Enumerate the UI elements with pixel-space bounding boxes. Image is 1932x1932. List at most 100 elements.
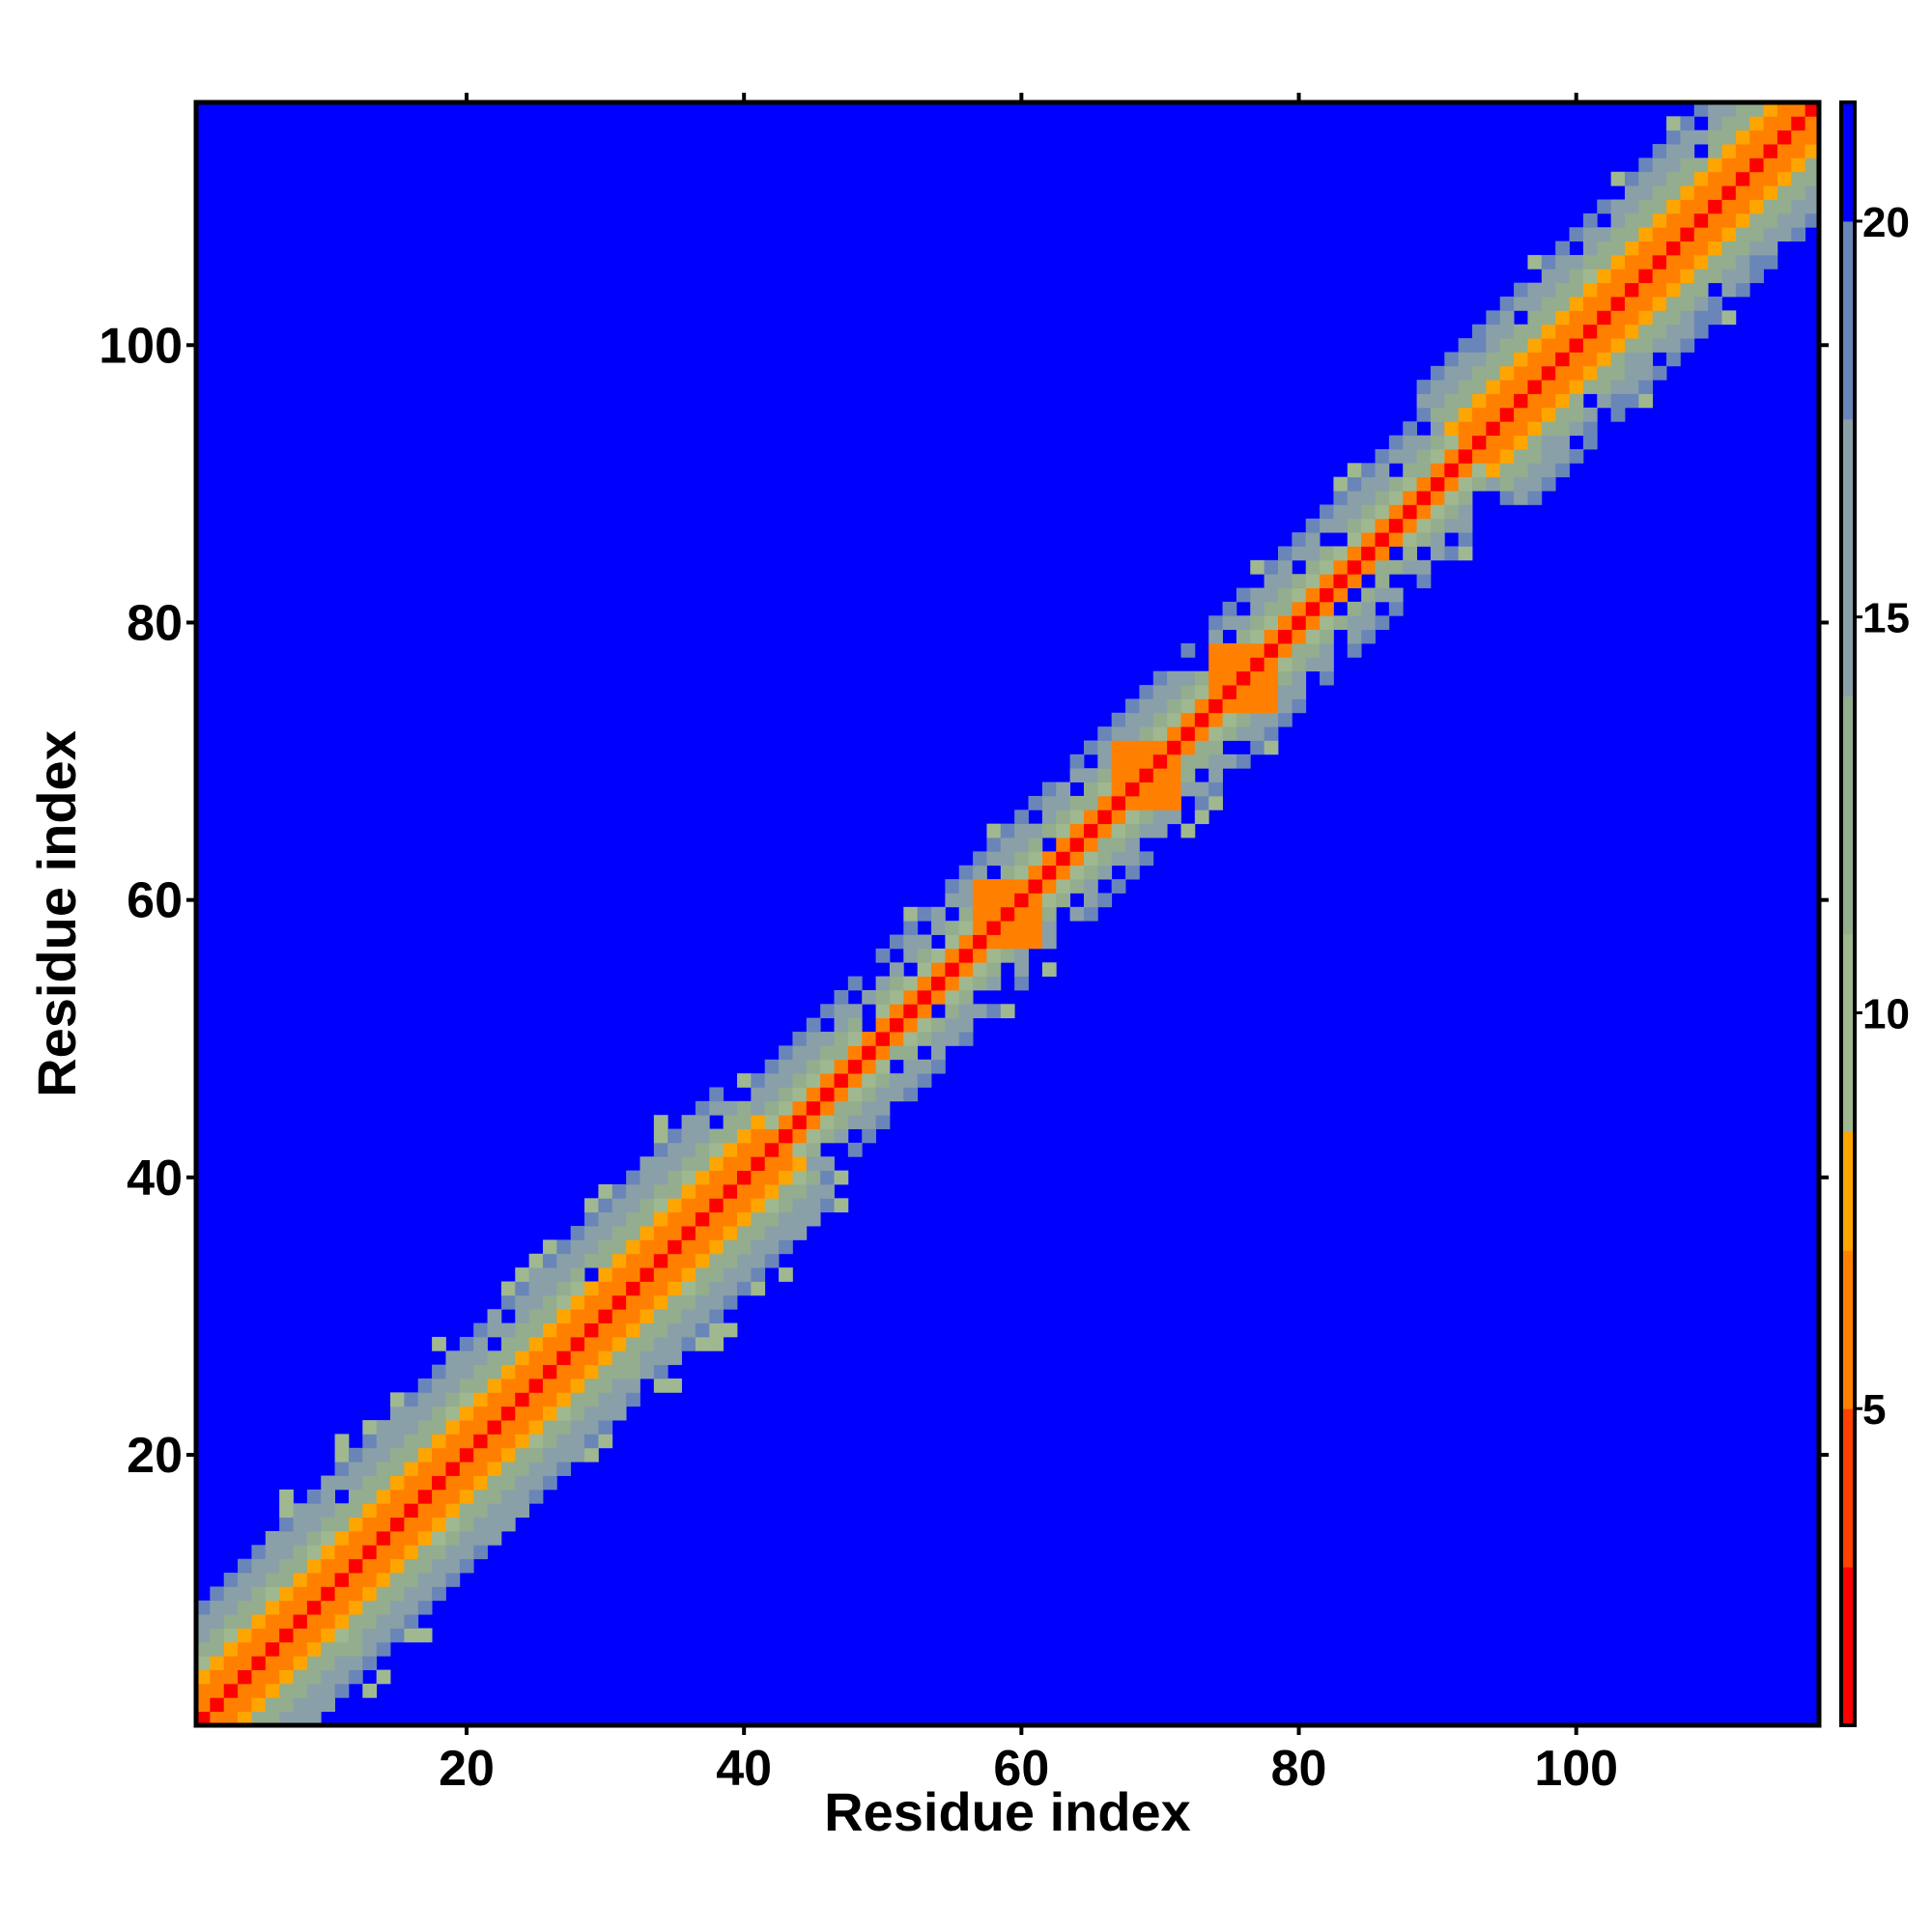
heatmap-cell (1708, 241, 1722, 256)
heatmap-cell (1320, 546, 1334, 561)
heatmap-cell (1638, 282, 1654, 298)
heatmap-cell (376, 1475, 391, 1491)
heatmap-cell (958, 1032, 974, 1046)
heatmap-cell (570, 1309, 585, 1323)
heatmap-cell (1610, 171, 1626, 186)
heatmap-cell (639, 1239, 655, 1255)
heatmap-cell (1638, 365, 1654, 381)
colorbar-tick-label: 5 (1862, 1386, 1886, 1434)
heatmap-cell (1278, 657, 1293, 672)
heatmap-cell (1610, 297, 1626, 311)
heatmap-cell (570, 1253, 585, 1268)
heatmap-cell (196, 1641, 211, 1657)
heatmap-cell (1693, 297, 1709, 311)
heatmap-cell (1222, 670, 1237, 686)
heatmap-cell (1000, 879, 1015, 894)
heatmap-cell (321, 1628, 335, 1643)
heatmap-cell (903, 1045, 919, 1061)
heatmap-cell (1416, 518, 1432, 533)
heatmap-cell (1458, 380, 1473, 394)
heatmap-cell (500, 1336, 516, 1351)
heatmap-cell (321, 1558, 335, 1574)
heatmap-cell (417, 1573, 433, 1587)
heatmap-cell (556, 1406, 572, 1421)
heatmap-cell (1056, 851, 1071, 867)
heatmap-cell (279, 1641, 294, 1657)
heatmap-cell (500, 1434, 516, 1449)
heatmap-cell (1638, 324, 1654, 339)
heatmap-cell (1111, 810, 1126, 825)
heatmap-cell (584, 1198, 599, 1213)
heatmap-cell (1693, 310, 1709, 326)
heatmap-cell (1749, 102, 1764, 117)
heatmap-cell (611, 1253, 627, 1268)
heatmap-cell (764, 1142, 780, 1157)
heatmap-cell (1458, 518, 1473, 533)
heatmap-cell (986, 976, 1002, 991)
heatmap-cell (1666, 144, 1681, 158)
heatmap-cell (1403, 435, 1417, 450)
heatmap-cell (1749, 254, 1764, 270)
heatmap-cell (668, 1142, 682, 1157)
heatmap-cell (1278, 698, 1293, 714)
heatmap-cell (820, 1059, 835, 1074)
heatmap-cell (487, 1517, 502, 1532)
heatmap-cell (1000, 823, 1015, 838)
heatmap-cell (1610, 227, 1626, 242)
heatmap-cell (626, 1226, 640, 1240)
heatmap-cell (779, 1128, 793, 1144)
heatmap-cell (1666, 241, 1681, 256)
heatmap-cell (321, 1641, 335, 1657)
heatmap-cell (1610, 324, 1626, 339)
heatmap-cell (1527, 380, 1543, 394)
heatmap-cell (958, 934, 974, 950)
heatmap-cell (1527, 338, 1543, 353)
heatmap-cell (889, 962, 904, 978)
heatmap-cell (515, 1503, 530, 1519)
heatmap-cell (1139, 795, 1154, 810)
heatmap-cell (1403, 532, 1417, 547)
heatmap-cell (390, 1489, 405, 1504)
heatmap-cell (1320, 657, 1334, 672)
heatmap-cell (1763, 129, 1778, 145)
heatmap-cell (1347, 476, 1362, 492)
heatmap-cell (1152, 795, 1168, 810)
heatmap-cell (487, 1447, 502, 1463)
heatmap-cell (210, 1600, 225, 1615)
heatmap-cell (556, 1322, 572, 1338)
heatmap-cell (1597, 310, 1612, 326)
heatmap-cell (1514, 380, 1528, 394)
heatmap-cell (1652, 227, 1667, 242)
heatmap-cell (903, 989, 919, 1005)
heatmap-cell (1569, 310, 1584, 326)
heatmap-cell (515, 1475, 530, 1491)
heatmap-cell (723, 1294, 738, 1310)
heatmap-cell (779, 1087, 793, 1102)
heatmap-cell (321, 1683, 335, 1698)
heatmap-cell (1083, 768, 1098, 782)
heatmap-cell (1555, 463, 1570, 478)
heatmap-cell (293, 1558, 308, 1574)
heatmap-cell (1014, 906, 1029, 922)
heatmap-cell (362, 1503, 378, 1519)
heatmap-cell (1014, 934, 1029, 950)
heatmap-cell (1305, 643, 1321, 658)
colorbar-tick-label: 10 (1862, 990, 1910, 1037)
heatmap-cell (251, 1573, 267, 1587)
heatmap-cell (432, 1573, 446, 1587)
heatmap-cell (598, 1226, 613, 1240)
heatmap-cell (1333, 518, 1349, 533)
heatmap-cell (1569, 227, 1584, 242)
heatmap-cell (1708, 310, 1722, 326)
heatmap-cell (1791, 213, 1806, 228)
colorbar-segment (1841, 933, 1855, 1132)
heatmap-cell (889, 989, 904, 1005)
heatmap-cell (1111, 781, 1126, 797)
heatmap-cell (390, 1573, 405, 1587)
heatmap-cell (986, 823, 1002, 838)
heatmap-cell (1180, 823, 1196, 838)
heatmap-cell (1472, 476, 1487, 492)
heatmap-cell (1041, 823, 1057, 838)
heatmap-cell (473, 1406, 488, 1421)
heatmap-cell (764, 1226, 780, 1240)
